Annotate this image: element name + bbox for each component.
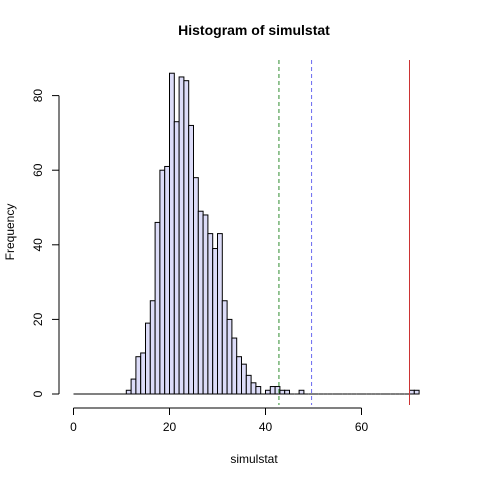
histogram-bar	[241, 363, 247, 395]
histogram-bar	[279, 389, 286, 395]
y-axis: 0 20 40 60 80	[31, 89, 60, 397]
histogram-bar	[145, 322, 151, 395]
histogram-bar	[250, 382, 257, 395]
histogram-bar	[159, 169, 166, 395]
y-tick-label: 0	[31, 390, 45, 397]
histogram-bar	[245, 374, 252, 395]
histogram-bar	[154, 221, 161, 395]
histogram-bar	[202, 214, 209, 395]
y-tick-label: 60	[31, 163, 45, 177]
histogram-bar	[169, 72, 175, 395]
histogram-bar	[193, 177, 199, 395]
x-axis: 0 20 40 60	[70, 407, 369, 434]
histogram-bar	[183, 80, 190, 395]
histogram-bar	[188, 124, 194, 395]
histogram-bar	[269, 386, 276, 395]
reference-lines-group	[278, 60, 410, 405]
x-tick-label: 60	[355, 420, 369, 434]
histogram-bar	[125, 389, 132, 395]
histogram-bar	[217, 233, 223, 395]
histogram-bar	[164, 165, 170, 395]
histogram-bar	[212, 248, 218, 395]
histogram-bar	[221, 300, 228, 395]
histogram-bar	[135, 356, 142, 395]
x-tick-label: 20	[163, 420, 177, 434]
histogram-bar	[413, 389, 420, 395]
histogram-bar	[197, 210, 204, 395]
y-tick-label: 40	[31, 238, 45, 252]
histogram-bar	[140, 352, 146, 395]
histogram-bar	[236, 356, 242, 395]
y-tick-label: 80	[31, 89, 45, 103]
histogram-bar	[207, 233, 214, 395]
x-axis-label: simulstat	[230, 452, 278, 466]
histogram-bar	[173, 121, 180, 395]
bars-group	[73, 72, 420, 395]
histogram-bar	[231, 337, 238, 395]
histogram-bar	[284, 389, 291, 395]
histogram-bar	[409, 389, 415, 395]
chart-title: Histogram of simulstat	[178, 22, 330, 38]
histogram-bar	[130, 378, 137, 395]
histogram-bar	[226, 318, 233, 395]
y-tick-label: 20	[31, 312, 45, 326]
histogram-bar	[149, 300, 156, 395]
histogram-bar	[178, 76, 185, 395]
x-tick-label: 0	[70, 420, 77, 434]
histogram-bar	[255, 386, 262, 395]
histogram-bar	[298, 389, 305, 395]
histogram-bar	[265, 389, 271, 395]
y-axis-label: Frequency	[3, 204, 17, 261]
x-tick-label: 40	[259, 420, 273, 434]
